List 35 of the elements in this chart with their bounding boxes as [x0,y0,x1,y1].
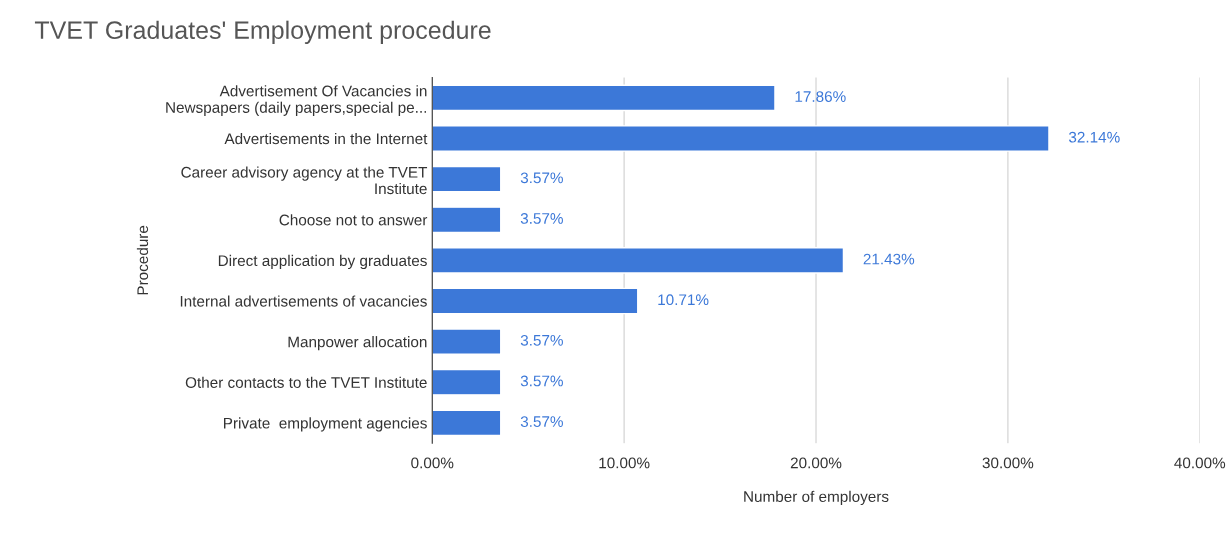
data-label: 3.57% [520,416,563,427]
x-tick-label: 0.00% [411,457,454,469]
x-tick-label: 10.00% [599,457,650,469]
bar [432,409,502,437]
y-tick-label: Direct application by graduates [218,254,427,270]
data-label: 10.71% [658,294,709,306]
y-tick-label: Private employment agencies [224,417,427,432]
chart-title: TVET Graduates' Employment procedure [34,20,491,44]
data-label: 3.57% [520,334,563,346]
bar [432,165,502,193]
x-tick-label: 40.00% [1174,457,1226,469]
data-label: 3.57% [520,172,563,184]
bar [432,247,845,274]
x-tick-label: 30.00% [982,457,1034,469]
data-label: 3.57% [520,213,563,224]
bar [432,368,502,396]
data-label: 3.57% [520,375,563,387]
data-label: 32.14% [1068,131,1120,143]
y-tick-label: Choose not to answer [279,214,428,226]
y-tick-label: Manpower allocation [288,336,427,351]
y-tick-label: Career advisory agency at the TVET Institute [181,166,428,195]
bar [432,84,776,112]
x-tick-label: 20.00% [790,457,842,469]
bar [432,125,1050,152]
y-tick-label: Other contacts to the TVET Institute [185,376,427,388]
y-tick-label: Advertisement Of Vacancies in Newspapers (daily papers,special pe... [166,85,427,116]
y-tick-label: Internal advertisements of vacancies [180,295,427,307]
bar [432,287,639,315]
bar [432,206,502,234]
bar [432,328,502,355]
x-axis-title: Number of employers [744,490,889,506]
data-label: 17.86% [795,91,846,102]
data-label: 21.43% [863,253,915,265]
y-tick-label: Advertisements in the Internet [224,132,428,145]
y-axis-title: Procedure [136,225,149,295]
